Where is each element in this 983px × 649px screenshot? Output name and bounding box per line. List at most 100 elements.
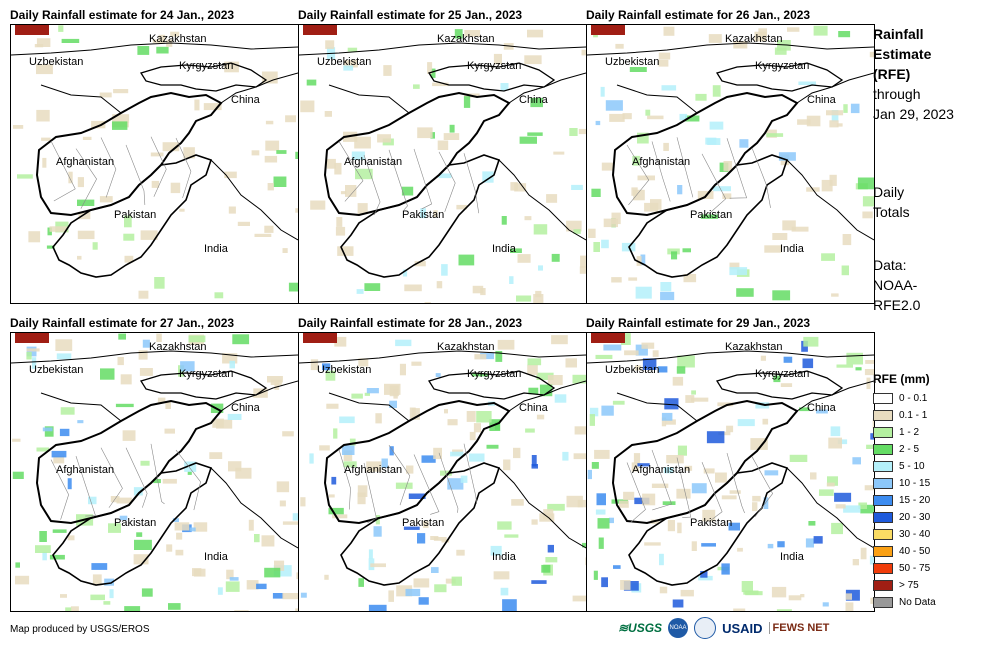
rain-cell	[577, 499, 586, 508]
rain-cell	[141, 588, 153, 597]
rain-cell	[601, 162, 615, 171]
rain-cell	[698, 575, 713, 581]
label-kyrgyzstan: Kyrgyzstan	[467, 368, 521, 380]
rain-cell	[56, 353, 72, 360]
rain-cell	[172, 518, 179, 522]
rain-cell	[261, 535, 275, 547]
rain-cell	[640, 254, 646, 266]
rain-cell	[760, 355, 766, 361]
panel-title: Daily Rainfall estimate for 29 Jan., 202…	[586, 316, 811, 330]
rain-cell	[53, 455, 65, 464]
rain-cell	[677, 445, 687, 456]
rain-cell	[347, 47, 358, 52]
rain-cell	[154, 277, 165, 289]
rain-cell	[156, 333, 162, 342]
rain-cell	[456, 204, 468, 210]
rain-cell	[282, 521, 298, 525]
rain-cell	[691, 541, 697, 551]
rain-cell	[417, 127, 433, 139]
province-line	[751, 147, 771, 209]
rain-cell	[356, 289, 364, 294]
rain-cell	[384, 383, 401, 395]
rain-cell	[834, 492, 852, 502]
rain-cell	[517, 254, 531, 263]
rain-cell	[514, 183, 527, 192]
rain-cell	[676, 366, 686, 374]
rain-cell	[663, 26, 675, 36]
label-kyrgyzstan: Kyrgyzstan	[755, 368, 809, 380]
rain-cell	[571, 184, 583, 190]
panel-title: Daily Rainfall estimate for 27 Jan., 202…	[10, 316, 235, 330]
high-rain-cell	[591, 25, 625, 35]
rain-cell	[527, 29, 544, 38]
rain-cell	[60, 407, 75, 415]
rain-cell	[524, 55, 542, 65]
rain-cell	[683, 274, 697, 283]
rain-cell	[813, 536, 823, 544]
label-kazakhstan: Kazakhstan	[437, 341, 494, 353]
rain-cell	[729, 262, 740, 270]
rain-cell	[251, 150, 260, 156]
rain-cell	[15, 562, 20, 568]
rain-cell	[420, 208, 426, 219]
rain-cell	[41, 137, 51, 141]
borders	[587, 42, 874, 278]
rain-cell	[766, 133, 784, 137]
label-kazakhstan: Kazakhstan	[437, 33, 494, 45]
rain-cell	[831, 293, 839, 297]
rain-cell	[91, 120, 106, 129]
rain-cell	[829, 174, 837, 186]
side-through: through	[873, 86, 921, 102]
rain-cell	[409, 407, 416, 420]
rain-cell	[254, 534, 260, 543]
rain-cell	[608, 517, 614, 524]
rain-cell	[248, 519, 254, 531]
rain-cell	[679, 113, 688, 121]
rain-cell	[345, 185, 357, 197]
rain-cell	[339, 416, 355, 424]
legend-swatch	[873, 563, 893, 574]
rain-cell	[551, 335, 568, 345]
kyrgyzstan-border	[139, 370, 268, 400]
rain-cell	[767, 543, 774, 549]
rain-cell	[389, 400, 397, 408]
rain-cell	[836, 123, 843, 127]
rain-cell	[717, 402, 734, 407]
rain-cell	[493, 571, 510, 580]
legend-item: 0.1 - 1	[873, 407, 936, 424]
legend-title: RFE (mm)	[873, 372, 930, 386]
panel-title: Daily Rainfall estimate for 25 Jan., 202…	[298, 8, 523, 22]
rain-cell	[821, 253, 835, 261]
map-panel-jan-24: Daily Rainfall estimate for 24 Jan., 202…	[10, 8, 300, 308]
rain-cell	[870, 433, 874, 440]
data-source: Data: NOAA- RFE2.0	[873, 255, 920, 315]
rain-cell	[869, 51, 874, 58]
high-rain-cell	[303, 25, 337, 35]
rain-cell	[300, 497, 306, 507]
rain-cell	[31, 357, 37, 369]
rain-cell	[510, 248, 522, 253]
rain-cell	[613, 565, 621, 569]
rain-cell	[300, 100, 315, 113]
rain-cell	[852, 559, 859, 566]
province-line	[150, 136, 167, 197]
rain-cell	[633, 453, 641, 464]
rain-cell	[846, 352, 863, 365]
rain-cell	[152, 39, 164, 44]
rain-cell	[857, 177, 874, 190]
rain-cell	[533, 294, 544, 303]
rain-cell	[217, 587, 223, 595]
rain-cell	[209, 452, 223, 459]
panel-title: Daily Rainfall estimate for 26 Jan., 202…	[586, 8, 811, 22]
rain-cell	[721, 495, 737, 500]
rain-cell	[774, 47, 787, 55]
rain-cell	[509, 276, 514, 284]
rain-cell	[343, 60, 358, 68]
rain-cell	[112, 121, 128, 130]
high-rain-cell	[303, 333, 337, 343]
rainfall-field	[300, 29, 586, 303]
rain-cell	[495, 351, 503, 362]
rain-cell	[292, 513, 298, 521]
rain-cell	[677, 185, 683, 195]
legend-swatch	[873, 495, 893, 506]
